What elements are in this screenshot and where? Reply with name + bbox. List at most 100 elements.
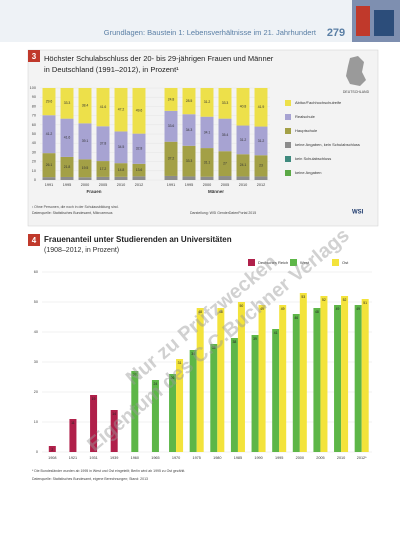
x-tick-label: 1921 [69,456,77,460]
legend-swatch [285,128,291,134]
chart-subtitle: (1908–2012, in Prozent) [44,247,119,254]
y-tick-label: 0 [34,178,36,182]
bar-segment [96,88,110,127]
chart-number: 4 [32,236,37,245]
x-tick-label: 2010 [117,183,125,187]
data-label: 13.6 [136,168,143,172]
map-icon [346,56,366,86]
data-label: 28.5 [186,99,193,103]
bar-segment [236,154,250,177]
y-tick-label: 50 [32,132,36,136]
y-tick-label: 50 [34,300,38,304]
data-label: 29.6 [46,100,53,104]
bar [151,380,159,452]
bar [279,305,287,452]
data-label: 24.8 [168,97,175,101]
x-tick-label: 2000 [81,183,89,187]
data-label: 40.8 [240,105,247,109]
legend-swatch [285,142,291,148]
bar [90,395,98,452]
y-tick-label: 80 [32,104,36,108]
legend-label: keine Angaben, kein Schulabschluss [295,142,360,147]
bar [361,299,369,452]
bar [69,419,77,452]
x-tick-label: 2000 [203,183,211,187]
bar-segment [42,115,56,154]
data-label: 41.9 [258,105,265,109]
bar-segment [182,176,196,180]
x-tick-label: 1980 [213,456,221,460]
bar-segment [200,176,214,180]
bar [169,374,177,452]
bar [341,296,349,452]
bar [210,344,218,452]
y-tick-label: 0 [36,450,38,454]
chart-title: Höchster Schulabschluss der 20- bis 29-j… [44,54,274,63]
bar-segment [254,176,268,180]
legend-swatch [332,259,339,266]
header-photo-detail [356,6,370,36]
data-label: 48 [198,310,202,314]
chart-number: 3 [32,52,37,61]
bar-segment [60,176,74,180]
legend-label: kein Schulabschluss [295,156,331,161]
data-label: 37.8 [100,142,107,146]
bar-segment [200,88,214,117]
legend-label: Abitur/Fachhochschulreife [295,100,342,105]
data-label: 33.3 [186,159,193,163]
bar [354,305,362,452]
data-label: 47.2 [118,108,125,112]
y-tick-label: 70 [32,114,36,118]
data-label: 46 [294,316,298,320]
bar-segment [182,88,196,115]
data-label: 37.2 [168,157,175,161]
x-tick-label: 1939 [110,456,118,460]
bar-segment [164,110,178,142]
y-tick-label: 90 [32,95,36,99]
data-label: 41.6 [100,105,107,109]
data-label: 27 [223,162,227,166]
legend-label: West [300,260,310,265]
data-label: 35.4 [222,133,229,137]
data-label: 49.6 [136,109,143,113]
bar [272,329,280,452]
data-label: 48 [219,310,223,314]
x-tick-label: 1970 [172,456,180,460]
data-label: 34.5 [118,145,125,149]
x-tick-label: 1965 [151,456,159,460]
bar-segment [164,175,178,180]
y-tick-label: 20 [32,160,36,164]
bar [189,350,197,452]
bar-segment [60,88,74,119]
bar-segment [200,116,214,149]
bar [258,305,266,452]
data-label: 34.1 [204,130,211,134]
bar [299,293,307,452]
bar-segment [114,131,128,164]
legend-label: Ost [342,260,349,265]
bar-segment [218,151,232,177]
y-tick-label: 100 [30,86,36,90]
bar-segment [236,125,250,155]
bar-segment [182,145,196,177]
x-tick-label: 1908 [48,456,56,460]
bar [334,305,342,452]
x-tick-label: 2010 [337,456,345,460]
x-tick-label: 2000 [296,456,304,460]
legend-label: keine Angaben [295,170,321,175]
bar-segment [96,176,110,180]
bar [313,308,321,452]
data-label: 49 [281,307,285,311]
data-label: 31.2 [204,100,211,104]
x-tick-label: 1991 [45,183,53,187]
map-label: DEUTSCHLAND [343,90,370,94]
bar-segment [96,161,110,177]
data-label: 41.6 [64,136,71,140]
credit: Darstellung: WSI GenderDatenPortal 2015 [190,211,256,215]
legend-swatch [285,170,291,176]
data-label: 36 [212,346,216,350]
data-label: 24.1 [240,163,247,167]
bar-segment [218,118,232,152]
